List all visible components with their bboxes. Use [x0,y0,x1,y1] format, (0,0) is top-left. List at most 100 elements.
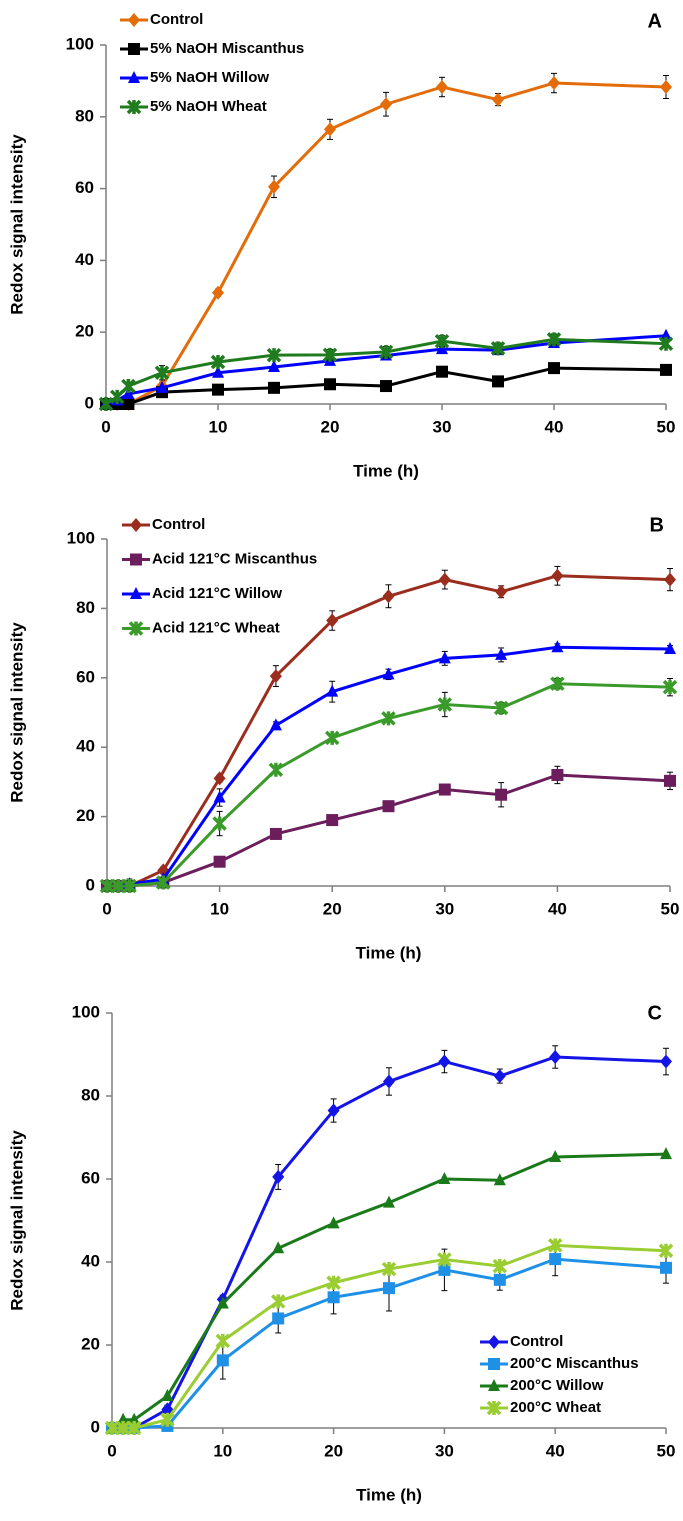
data-point [99,878,115,894]
data-point [658,1243,674,1259]
data-point [382,667,395,680]
legend-marker [488,1379,500,1391]
y-tick-label: 100 [66,34,94,53]
data-point [272,1169,285,1184]
data-point [324,122,336,137]
data-point [495,788,508,801]
panel-letter: B [650,514,664,536]
data-point [434,333,450,349]
data-point [111,878,126,894]
data-point [492,375,504,388]
data-point [213,855,226,868]
y-tick-label: 60 [81,1168,100,1187]
y-tick-label: 40 [75,250,94,269]
legend-marker [128,13,140,27]
data-point [438,1263,451,1276]
data-point [658,336,674,351]
data-point [104,1420,120,1436]
data-point [381,711,396,726]
x-tick-label: 10 [209,417,228,436]
data-point [268,360,280,373]
legend-label: Acid 121°C Wheat [152,619,280,636]
y-tick-label: 80 [75,106,94,125]
y-tick-label: 0 [85,393,94,412]
legend-label: 200°C Willow [510,1377,604,1394]
data-point [664,774,676,787]
data-point [327,1291,340,1304]
y-tick-label: 20 [76,806,95,825]
data-point [436,80,448,95]
data-point [437,1252,452,1267]
data-point [493,1069,506,1084]
x-tick-label: 40 [545,417,564,436]
y-tick-label: 60 [76,667,95,686]
data-point [660,1261,672,1274]
data-point [269,718,282,731]
data-point [660,80,672,95]
x-tick-label: 30 [435,899,454,918]
y-tick-label: 40 [81,1251,100,1270]
y-tick-label: 100 [72,1002,100,1021]
data-point [492,92,504,107]
x-tick-label: 40 [546,1441,565,1460]
legend-label: Control [152,516,205,533]
legend-marker [130,518,142,532]
y-axis-title: Redox signal intensity [7,134,26,315]
legend-label: Control [150,11,203,28]
data-point [326,1275,341,1290]
y-tick-label: 20 [75,322,94,341]
legend-label: 5% NaOH Wheat [150,98,267,115]
data-point [382,589,395,604]
data-point [493,1273,506,1286]
data-point [117,1412,130,1425]
data-point [268,179,280,194]
y-axis-title: Redox signal intensity [7,1130,26,1311]
data-point [438,1054,451,1069]
data-point [438,1172,451,1184]
data-point [493,700,509,716]
x-tick-label: 40 [548,899,567,918]
data-point [664,641,676,654]
y-tick-label: 0 [86,875,95,894]
data-point [154,365,170,381]
data-point [212,383,224,396]
data-point [495,647,508,660]
data-point [266,347,282,363]
data-point [269,669,282,684]
data-point [551,768,564,781]
x-tick-label: 50 [657,417,676,436]
y-tick-label: 60 [75,178,94,197]
data-point [212,285,224,300]
data-point [216,1296,229,1309]
data-point [268,762,284,777]
data-point [326,684,339,697]
data-point [380,97,392,112]
data-point [161,1389,174,1402]
legend-marker [486,1400,502,1416]
data-point [324,730,340,746]
panel-letter: C [648,1002,662,1024]
data-point [210,354,226,370]
data-point [438,572,451,587]
data-point [660,328,672,341]
data-point [662,679,678,695]
data-point [378,344,394,360]
legend-marker [128,71,140,83]
data-point [380,380,392,393]
x-tick-label: 0 [102,899,111,918]
data-point [326,613,339,628]
x-tick-label: 50 [661,899,680,918]
panel-letter: A [648,10,662,32]
data-point [382,800,395,813]
y-tick-label: 80 [76,598,95,617]
data-point [383,1074,395,1089]
x-axis-title: Time (h) [356,943,422,962]
x-axis-title: Time (h) [353,461,419,480]
data-point [436,365,448,378]
data-point [490,341,506,356]
data-point [122,878,137,894]
data-point [549,1049,562,1064]
data-point [128,1412,141,1425]
legend-label: 200°C Wheat [510,1399,601,1416]
